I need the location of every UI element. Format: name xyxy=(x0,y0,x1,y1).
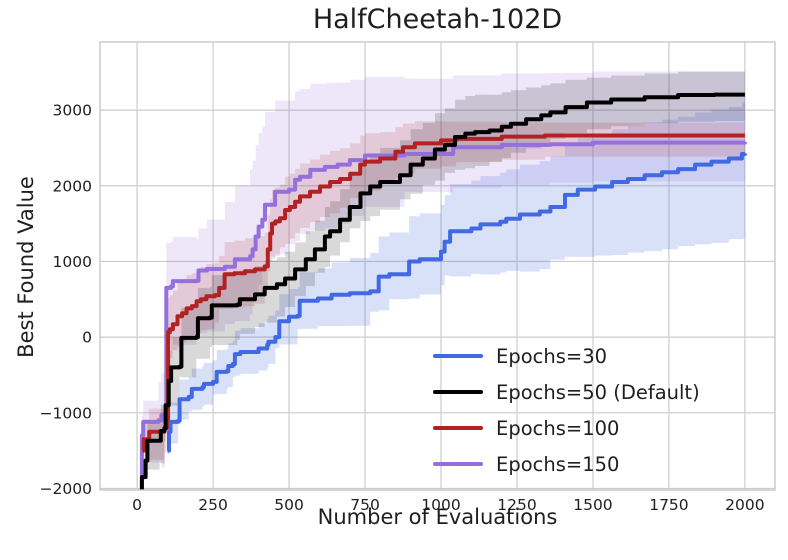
svg-text:3000: 3000 xyxy=(53,102,92,120)
svg-text:0: 0 xyxy=(132,496,142,514)
svg-text:1000: 1000 xyxy=(421,496,460,514)
legend-swatch-epochs-50-default xyxy=(433,389,483,395)
y-axis-label: Best Found Value xyxy=(14,176,38,358)
band-epochs-30 xyxy=(167,101,745,474)
svg-text:1500: 1500 xyxy=(573,496,612,514)
legend-swatch-epochs-150 xyxy=(433,461,483,467)
legend-item-epochs-30: Epochs=30 xyxy=(433,338,700,374)
legend-swatch-epochs-100 xyxy=(433,425,483,431)
svg-text:500: 500 xyxy=(274,496,304,514)
band-epochs-150 xyxy=(141,70,745,490)
legend-label: Epochs=100 xyxy=(496,416,620,440)
svg-text:250: 250 xyxy=(198,496,228,514)
series-line-epochs-30 xyxy=(167,152,747,453)
legend: Epochs=30 Epochs=50 (Default) Epochs=100 Ep… xyxy=(433,338,700,482)
legend-item-epochs-50-default: Epochs=50 (Default) xyxy=(433,374,700,410)
svg-text:750: 750 xyxy=(350,496,380,514)
x-tick-labels: 0 250 500 750 1000 1250 1500 1750 2000 xyxy=(132,496,764,514)
svg-text:1250: 1250 xyxy=(497,496,536,514)
legend-item-epochs-100: Epochs=100 xyxy=(433,410,700,446)
svg-text:2000: 2000 xyxy=(725,496,764,514)
svg-text:−1000: −1000 xyxy=(40,404,92,422)
legend-label: Epochs=30 xyxy=(496,344,608,368)
chart-title: HalfCheetah-102D xyxy=(312,4,563,35)
legend-label: Epochs=50 (Default) xyxy=(496,380,700,404)
svg-text:0: 0 xyxy=(82,329,92,347)
svg-text:2000: 2000 xyxy=(53,177,92,195)
y-tick-labels: −2000 −1000 0 1000 2000 3000 xyxy=(40,102,92,498)
gridlines xyxy=(100,42,775,490)
x-axis-label: Number of Evaluations xyxy=(317,505,558,529)
legend-item-epochs-150: Epochs=150 xyxy=(433,446,700,482)
svg-text:1000: 1000 xyxy=(53,253,92,271)
legend-swatch-epochs-30 xyxy=(433,353,483,359)
legend-label: Epochs=150 xyxy=(496,452,620,476)
series-line-epochs-100 xyxy=(141,133,745,453)
svg-text:1750: 1750 xyxy=(649,496,688,514)
plot-border xyxy=(99,41,776,491)
svg-text:−2000: −2000 xyxy=(40,480,92,498)
series-line-epochs-50-default xyxy=(139,92,745,490)
